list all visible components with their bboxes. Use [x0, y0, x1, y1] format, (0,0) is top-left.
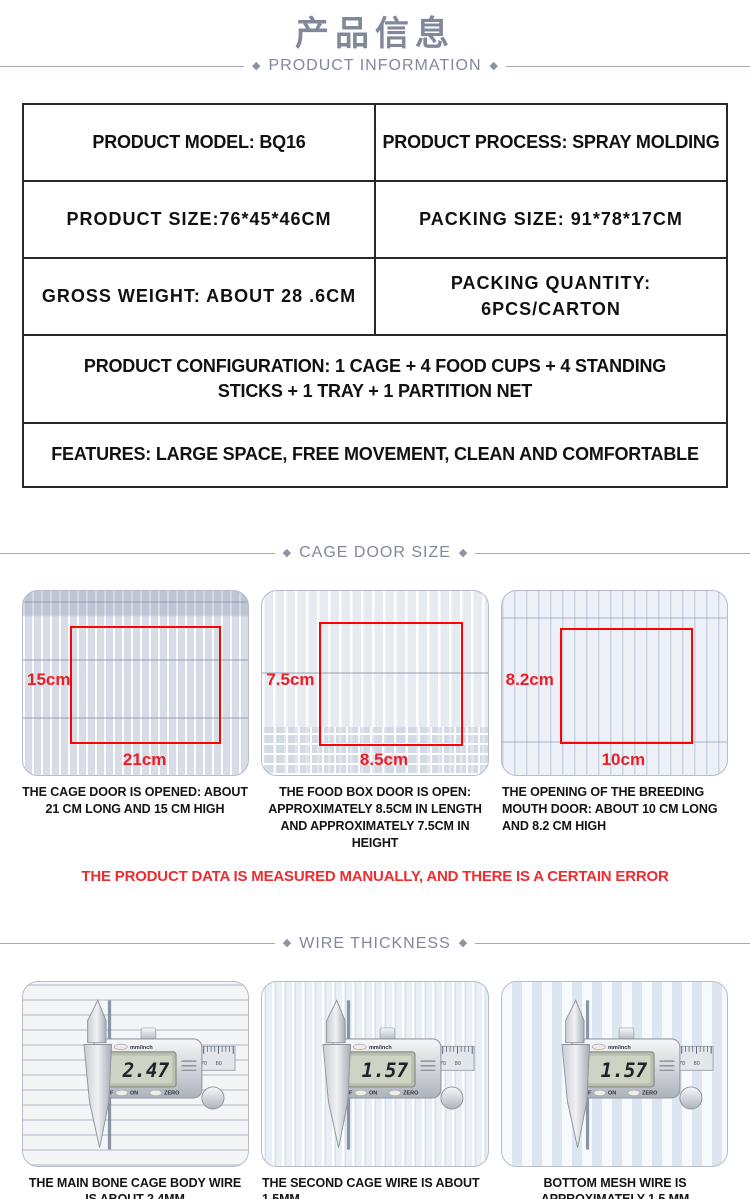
cage-floor-mesh [262, 727, 488, 775]
diamond-icon: ◆ [458, 937, 468, 949]
section-header-wire-thickness: ◆ WIRE THICKNESS ◆ [0, 935, 750, 953]
divider-line [0, 943, 275, 944]
breeding-door-caption: THE OPENING OF THE BREEDING MOUTH DOOR: … [502, 785, 718, 833]
height-measurement-label: 15cm [27, 670, 71, 690]
section-header-cage-door-size: ◆ CAGE DOOR SIZE ◆ [0, 544, 750, 562]
width-measurement-label: 10cm [601, 750, 646, 769]
cell-product-configuration: PRODUCT CONFIGURATION: 1 CAGE + 4 FOOD C… [83, 355, 667, 401]
product-spec-table: PRODUCT MODEL: BQ16 PRODUCT PROCESS: SPR… [22, 103, 728, 488]
divider-line [475, 552, 750, 554]
wire-thickness-heading: WIRE THICKNESS [299, 934, 451, 952]
diamond-icon: ◆ [252, 59, 261, 72]
bottom-mesh-caption: BOTTOM MESH WIRE IS APPROXIMATELY 1.5 MM [541, 1175, 690, 1199]
width-measurement-label: 21cm [122, 750, 167, 769]
table-row: FEATURES: LARGE SPACE, FREE MOVEMENT, CL… [24, 422, 726, 486]
height-measurement-label: 8.2cm [505, 670, 554, 690]
cell-features: FEATURES: LARGE SPACE, FREE MOVEMENT, CL… [51, 444, 699, 465]
table-row: PRODUCT CONFIGURATION: 1 CAGE + 4 FOOD C… [24, 334, 726, 422]
divider-line [506, 65, 750, 67]
page-title-english: PRODUCT INFORMATION [268, 57, 482, 74]
width-measurement-label: 8.5cm [359, 750, 409, 769]
cell-product-process: PRODUCT PROCESS: SPRAY MOLDING [374, 105, 726, 180]
table-row: PRODUCT SIZE:76*45*46CM PACKING SIZE: 91… [24, 180, 726, 257]
cage-door-caption: THE CAGE DOOR IS OPENED: ABOUT 21 CM LON… [22, 785, 248, 816]
caliper-photo-main-wire: 2.47 [22, 980, 250, 1167]
measurement-rectangle [318, 622, 463, 746]
caliper-reading: 1.57 [601, 1058, 648, 1081]
second-wire-caption: THE SECOND CAGE WIRE IS ABOUT 1.5MM [262, 1175, 480, 1199]
measurement-rectangle [70, 625, 222, 744]
caliper-icon: 1.57 [561, 999, 715, 1150]
wire-thickness-caption-row: THE MAIN BONE CAGE BODY WIRE IS ABOUT 2.… [22, 1175, 728, 1199]
cage-door-photo: 15cm 21cm [22, 590, 250, 776]
food-box-door-caption: THE FOOD BOX DOOR IS OPEN: APPROXIMATELY… [268, 785, 482, 850]
divider-line [0, 552, 275, 554]
diamond-icon: ◆ [458, 546, 468, 559]
diamond-icon: ◆ [282, 937, 292, 949]
cell-product-size: PRODUCT SIZE:76*45*46CM [66, 208, 332, 229]
cell-product-model: PRODUCT MODEL: BQ16 [92, 131, 306, 152]
caliper-photo-second-wire: 1.57 [261, 980, 489, 1167]
caliper-reading: 1.57 [362, 1058, 409, 1081]
cage-door-size-heading: CAGE DOOR SIZE [299, 544, 451, 561]
wire-thickness-photo-row: 2.47 1.57 1.57 [22, 980, 728, 1167]
height-measurement-label: 7.5cm [266, 670, 315, 690]
section-header-product-information: ◆ PRODUCT INFORMATION ◆ [0, 57, 750, 75]
cage-door-photo-row: 15cm 21cm 7.5cm 8.5cm 8.2cm 10cm [22, 590, 728, 776]
food-box-door-photo: 7.5cm 8.5cm [261, 590, 489, 776]
cell-packing-size: PACKING SIZE: 91*78*17CM [374, 182, 726, 257]
main-wire-caption: THE MAIN BONE CAGE BODY WIRE IS ABOUT 2.… [28, 1175, 242, 1199]
measurement-disclaimer: THE PRODUCT DATA IS MEASURED MANUALLY, A… [81, 867, 669, 885]
divider-line [475, 943, 750, 944]
diamond-icon: ◆ [489, 59, 499, 72]
caliper-icon: 1.57 [322, 999, 475, 1150]
caliper-icon: 2.47 [82, 999, 236, 1150]
caliper-photo-bottom-mesh: 1.57 [500, 980, 728, 1167]
table-row: GROSS WEIGHT: ABOUT 28 .6CM PACKING QUAN… [24, 257, 726, 334]
caliper-reading: 2.47 [121, 1058, 169, 1081]
breeding-door-photo: 8.2cm 10cm [500, 590, 728, 776]
cage-door-caption-row: THE CAGE DOOR IS OPENED: ABOUT 21 CM LON… [22, 784, 728, 852]
page-title-chinese: 产品信息 [295, 15, 455, 53]
diamond-icon: ◆ [282, 546, 292, 559]
divider-line [0, 65, 244, 67]
measurement-rectangle [560, 627, 694, 744]
cell-gross-weight: GROSS WEIGHT: ABOUT 28 .6CM [41, 285, 357, 306]
cell-packing-quantity: PACKING QUANTITY: 6PCS/CARTON [374, 259, 726, 334]
table-row: PRODUCT MODEL: BQ16 PRODUCT PROCESS: SPR… [24, 105, 726, 180]
